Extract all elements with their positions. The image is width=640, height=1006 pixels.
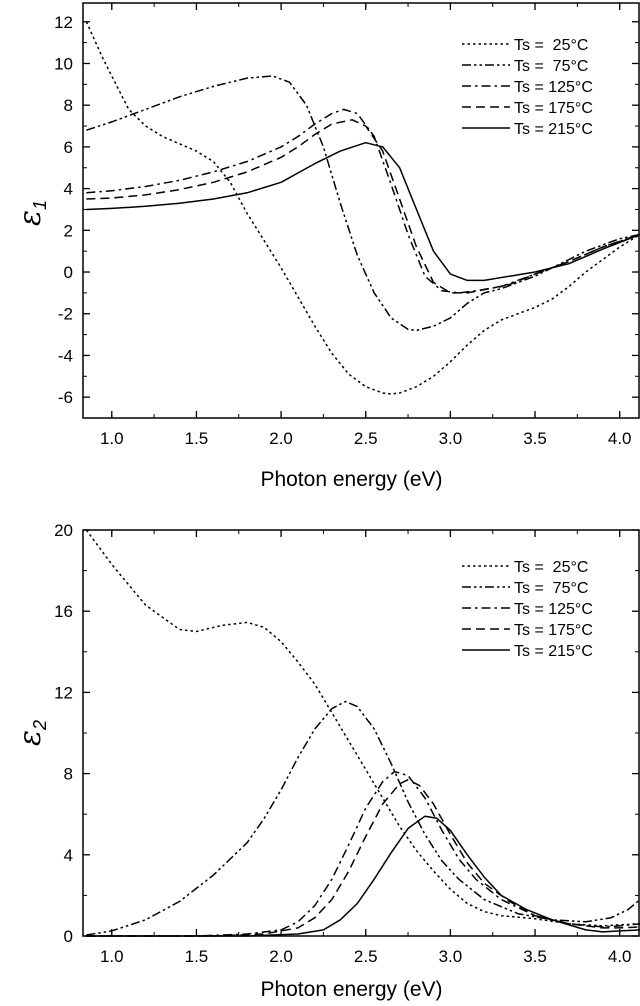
x-tick-label: 4.0 — [608, 429, 632, 448]
y-axis-title-subscript: 2 — [30, 720, 50, 731]
y-tick-label: 0 — [64, 927, 73, 946]
x-tick-label: 3.0 — [439, 429, 463, 448]
chart-panel-2: 1.0 1.5 2.0 2.5 3.0 3.5 4.0 0 4 8 12 16 20 Photon ene… — [13, 521, 640, 1001]
y-tick-label: -4 — [58, 346, 73, 365]
legend-label: Ts = 215°C — [514, 643, 593, 660]
y-tick-label: 8 — [64, 765, 73, 784]
series-line-5 — [86, 815, 640, 937]
y-axis-title-symbol: ε — [13, 210, 48, 226]
series-line-1 — [85, 21, 640, 395]
y-tick-label: 8 — [64, 96, 73, 115]
y-tick-label: 6 — [64, 138, 73, 157]
x-tick-label: 1.0 — [100, 429, 124, 448]
series-line-3 — [86, 108, 640, 294]
legend-label: Ts = 175°C — [514, 100, 593, 117]
series-line-4 — [86, 119, 640, 294]
y-tick-label: -6 — [58, 388, 73, 407]
x-tick-label: 1.0 — [100, 947, 124, 966]
legend-label: Ts = 125°C — [514, 79, 593, 96]
x-tick-label: 2.0 — [269, 947, 293, 966]
y-tick-label: 2 — [64, 221, 73, 240]
x-axis-title: Photon energy (eV) — [260, 978, 442, 1001]
y-tick-label: 16 — [54, 602, 73, 621]
legend-label: Ts = 75°C — [514, 580, 588, 597]
x-tick-label: 2.5 — [354, 947, 378, 966]
x-tick-label: 1.5 — [185, 429, 209, 448]
chart-panel-1: 1.0 1.5 2.0 2.5 3.0 3.5 4.0 -6 -4 -2 0 2 4 6 8 10 12 Phot… — [13, 2, 640, 491]
x-tick-label: 4.0 — [608, 947, 632, 966]
x-axis-title: Photon energy (eV) — [260, 468, 442, 491]
y-axis-title: ε1 — [13, 200, 50, 226]
legend: Ts = 25°C Ts = 75°C Ts = 125°C Ts = 175°C Ts… — [462, 37, 593, 138]
y-tick-label: 10 — [54, 54, 73, 73]
y-tick-label: 12 — [54, 683, 73, 702]
x-tick-label: 1.5 — [185, 947, 209, 966]
legend-label: Ts = 215°C — [514, 121, 593, 138]
legend: Ts = 25°C Ts = 75°C Ts = 125°C Ts = 175°C Ts… — [462, 559, 593, 660]
x-tick-label: 3.0 — [439, 947, 463, 966]
y-axis-title-symbol: ε — [13, 730, 48, 746]
x-tick-label: 2.0 — [269, 429, 293, 448]
legend-label: Ts = 175°C — [514, 622, 593, 639]
y-axis-title-subscript: 1 — [30, 200, 50, 210]
y-tick-label: 4 — [64, 180, 73, 199]
series-line-2 — [86, 700, 640, 936]
y-tick-label: -2 — [58, 305, 73, 324]
x-tick-label: 3.5 — [523, 429, 547, 448]
plot-frame — [82, 2, 640, 419]
y-axis-title: ε2 — [13, 720, 50, 746]
x-tick-label: 3.5 — [523, 947, 547, 966]
y-tick-label: 4 — [64, 846, 73, 865]
series-line-5 — [86, 141, 640, 282]
y-tick-label: 12 — [54, 13, 73, 32]
x-tick-label: 2.5 — [354, 429, 378, 448]
y-tick-label: 0 — [64, 263, 73, 282]
legend-label: Ts = 125°C — [514, 601, 593, 618]
y-tick-label: 20 — [54, 521, 73, 540]
series-line-1 — [85, 529, 640, 927]
legend-label: Ts = 75°C — [514, 58, 588, 75]
legend-label: Ts = 25°C — [514, 37, 588, 54]
legend-label: Ts = 25°C — [514, 559, 588, 576]
